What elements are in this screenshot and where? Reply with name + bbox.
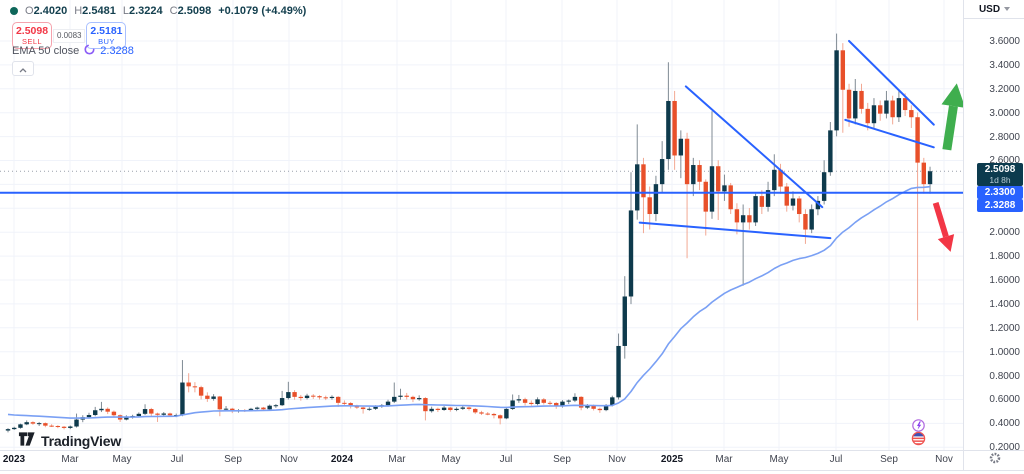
time-tick-label: Mar [388,454,406,465]
time-tick-label: Jul [499,454,513,465]
currency-selector[interactable]: USD [964,0,1024,19]
sell-label: SELL [22,37,42,46]
price-tick-label: 1.6000 [989,274,1020,286]
last-price-label: 2.5098 1d 8h [977,163,1023,187]
last-price-value: 2.5098 [984,164,1016,176]
indicator-legend-ema[interactable]: EMA 50 close 2.3288 [12,44,134,58]
ai-spark-event-icon[interactable] [912,419,925,432]
tradingview-logo-text: TradingView [41,432,122,449]
ohlc-close: C2.5098 [169,5,212,17]
indicator-name: EMA 50 close [12,45,80,57]
change-value: +0.1079 (+4.49%) [218,5,307,17]
time-tick-label: May [769,454,789,465]
time-tick-label: Jul [170,454,184,465]
price-tick-label: 3.6000 [989,35,1020,47]
axis-settings-gear-icon[interactable] [964,452,1024,464]
ohlc-high: H2.5481 [74,5,116,17]
tradingview-logo[interactable]: TradingView [18,432,121,449]
us-flag-event-icon[interactable] [911,431,926,446]
price-tick-label: 0.2000 [989,442,1020,454]
time-tick-label: 2024 [330,454,354,465]
price-tick-label: 2.8000 [989,131,1020,143]
axis-separator-bottom [0,470,1024,471]
time-axis[interactable]: 2023 Mar May Jul Sep Nov 2024 Mar May Jul Sep Nov 20… [0,450,963,470]
time-tick-label: Sep [553,454,571,465]
sell-price: 2.5098 [15,25,49,37]
indicator-loading-icon [84,44,95,58]
time-tick-label: Jul [829,454,843,465]
price-tick-label: 1.8000 [989,251,1020,263]
buy-button[interactable]: 2.5181 BUY [86,22,127,49]
price-tick-label: 2.6000 [989,155,1020,167]
candlestick-chart-canvas[interactable] [0,0,963,450]
legend-collapse-button[interactable] [12,61,34,76]
time-tick-label: Sep [224,454,242,465]
ema-value-label: 2.3288 [977,199,1023,213]
time-tick-label: Nov [935,454,953,465]
price-tick-label: 0.8000 [989,370,1020,382]
price-tick-label: 1.4000 [989,298,1020,310]
chart-pane[interactable]: O2.4020 H2.5481 L2.3224 C2.5098 +0.1079 … [0,0,963,450]
ohlc-readout: O2.4020 H2.5481 L2.3224 C2.5098 +0.1079 … [10,5,306,17]
order-widget: 2.5098 SELL 0.0083 2.5181 BUY [12,22,127,49]
sell-button[interactable]: 2.5098 SELL [12,22,52,49]
price-tick-label: 3.2000 [989,83,1020,95]
price-axis[interactable]: USD 3.6000 3.4000 3.2000 3.0000 2.8000 2.6000… [963,0,1024,470]
tradingview-logo-icon [18,432,35,449]
time-tick-label: Mar [715,454,733,465]
time-tick-label: Nov [280,454,298,465]
ohlc-open: O2.4020 [25,5,68,17]
buy-label: BUY [98,37,115,46]
price-tick-label: 0.4000 [989,418,1020,430]
buy-price: 2.5181 [90,25,123,37]
ohlc-low: L2.3224 [122,5,163,17]
time-tick-label: May [441,454,461,465]
indicator-value: 2.3288 [100,45,134,57]
price-tick-label: 3.4000 [989,59,1020,71]
time-tick-label: 2023 [2,454,26,465]
axis-separator-top [0,450,1024,451]
time-tick-label: Mar [61,454,79,465]
bar-countdown: 1d 8h [989,175,1011,186]
currency-label: USD [978,3,1001,15]
chevron-down-icon [1004,7,1011,11]
event-markers[interactable] [911,419,926,446]
time-tick-label: 2025 [660,454,684,465]
price-tick-label: 1.0000 [989,346,1020,358]
price-tick-label: 0.6000 [989,394,1020,406]
price-line-label: 2.3300 [977,186,1023,200]
time-tick-label: May [112,454,132,465]
chevron-up-icon [19,61,27,76]
time-tick-label: Nov [608,454,626,465]
price-tick-label: 3.0000 [989,107,1020,119]
time-tick-label: Sep [880,454,898,465]
price-tick-label: 2.0000 [989,227,1020,239]
spread-value: 0.0083 [53,28,86,43]
symbol-status-dot [10,7,18,15]
price-tick-label: 1.2000 [989,322,1020,334]
